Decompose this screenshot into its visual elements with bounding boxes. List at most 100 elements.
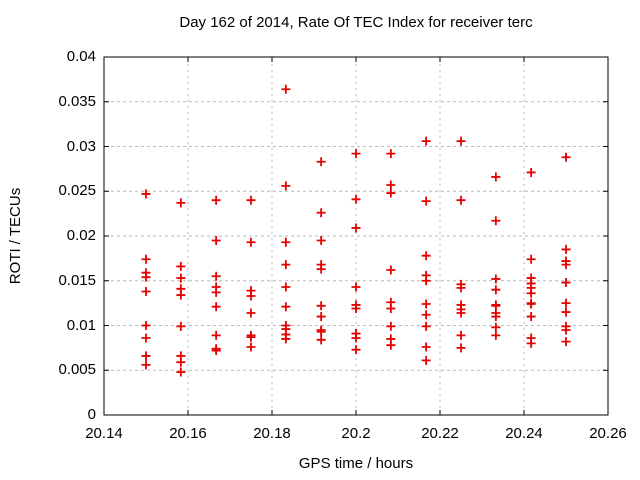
data-point [351,282,361,292]
data-point [526,288,536,298]
data-point [141,321,151,330]
data-point [176,357,186,367]
y-tick-label: 0 [87,406,96,423]
data-point [246,195,256,205]
data-point [386,149,396,159]
data-point [211,271,221,281]
x-axis-label: GPS time / hours [298,455,414,472]
data-point [561,152,571,162]
data-point [421,342,431,352]
data-point [246,342,256,352]
data-point [141,286,151,296]
data-point [351,223,361,233]
data-point [561,325,571,335]
data-point [211,330,221,340]
data-point [456,136,466,146]
data-point [456,343,466,353]
y-tick-label: 0.005 [58,361,96,379]
data-point [141,333,151,343]
data-point [421,196,431,206]
data-point [456,330,466,340]
data-point [351,194,361,204]
data-point [351,303,361,313]
data-point [316,157,326,167]
data-point [526,167,536,177]
data-point [561,278,571,288]
data-point [421,321,431,331]
data-point [561,337,571,347]
data-point [281,237,291,247]
data-point [386,303,396,313]
y-tick-label: 0.01 [66,316,96,334]
data-point [491,216,501,226]
data-point [526,312,536,322]
x-tick-label: 20.26 [589,425,627,442]
data-point [246,237,256,247]
data-point [561,244,571,254]
data-point [281,334,291,344]
data-point [386,265,396,275]
data-point [491,274,501,284]
data-point [246,332,256,342]
data-point [281,282,291,292]
data-point [246,291,256,301]
data-point [316,235,326,245]
data-point [141,351,151,361]
data-point [316,327,326,337]
y-tick-label: 0.035 [58,92,96,110]
data-point [141,360,151,370]
data-point [386,188,396,198]
data-point [281,84,291,94]
data-point [281,181,291,191]
x-tick-label: 20.24 [505,425,543,442]
data-point [211,302,221,312]
data-point [176,198,186,208]
y-tick-label: 0.015 [58,271,96,289]
data-point [421,136,431,146]
data-point [491,322,501,332]
data-point [456,308,466,318]
data-point [386,180,396,190]
plot-border [103,56,609,416]
data-point [456,195,466,205]
data-point [561,260,571,270]
data-point [176,367,186,377]
data-point [421,355,431,365]
data-point [351,149,361,159]
data-point [176,321,186,331]
data-point [456,283,466,293]
data-point [176,273,186,283]
data-point [141,189,151,199]
data-point [561,298,571,308]
data-point [141,272,151,282]
data-point [491,285,501,295]
data-point [421,310,431,320]
data-point [386,321,396,331]
y-tick-label: 0.025 [58,182,96,200]
data-point [526,338,536,348]
data-point [421,251,431,261]
data-point [281,260,291,270]
x-tick-label: 20.16 [169,425,207,442]
data-point [386,340,396,350]
data-point [316,312,326,322]
x-tick-label: 20.2 [341,425,371,442]
data-point [491,312,501,322]
data-point [491,172,501,182]
data-point [316,208,326,218]
data-point [316,264,326,274]
data-point [211,235,221,245]
data-point [491,330,501,340]
chart-title: Day 162 of 2014, Rate Of TEC Index for r… [179,14,533,31]
data-point [141,254,151,264]
data-point [351,345,361,355]
data-point [176,261,186,271]
data-point [211,346,221,356]
data-point [316,301,326,311]
data-point [176,290,186,300]
x-tick-label: 20.14 [85,425,123,442]
data-point [246,308,256,318]
data-point [211,195,221,205]
